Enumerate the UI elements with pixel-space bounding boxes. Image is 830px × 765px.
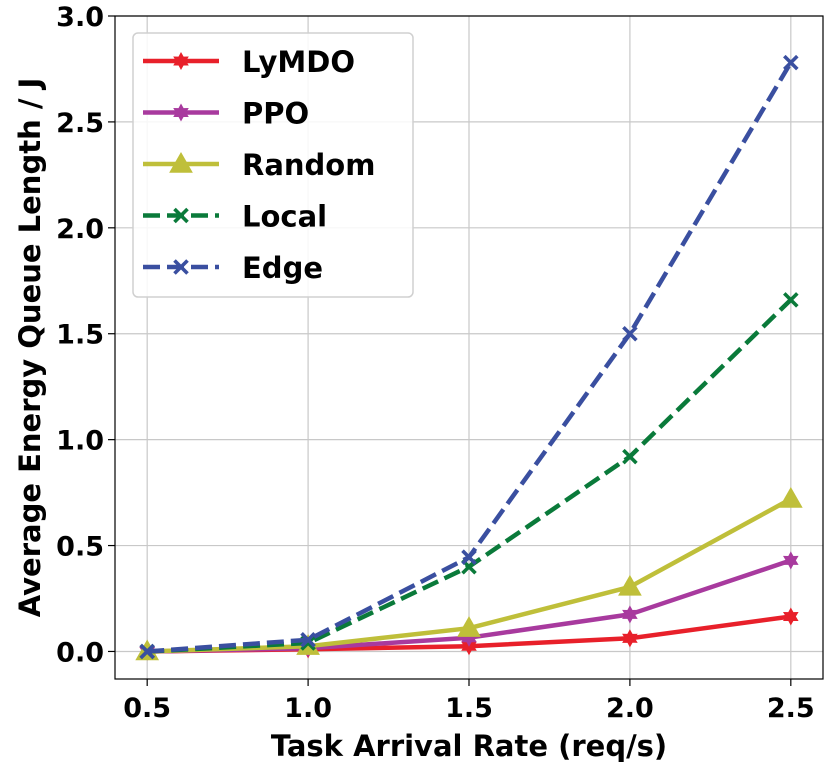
data-point-marker	[618, 574, 642, 596]
x-tick-label: 2.5	[767, 693, 815, 724]
legend-label: Random	[242, 148, 375, 182]
data-point-marker	[778, 486, 803, 508]
series-edge	[139, 54, 799, 660]
x-tick-label: 1.5	[445, 693, 493, 724]
x-axis-ticks: 0.5 1.0 1.5 2.0 2.5	[123, 679, 815, 724]
legend-marker	[173, 51, 189, 71]
data-point-marker	[783, 292, 799, 308]
legend-item-random: Random	[143, 148, 375, 182]
legend-marker	[173, 259, 189, 275]
data-point-marker	[622, 605, 638, 624]
y-tick-label: 2.5	[56, 108, 104, 139]
legend-item-lymdo: LyMDO	[143, 45, 355, 79]
y-axis-ticks: 0.0 0.5 1.0 1.5 2.0 2.5 3.0	[56, 2, 115, 668]
legend-marker	[169, 151, 193, 173]
x-tick-label: 2.0	[606, 693, 654, 724]
legend-box	[132, 32, 414, 298]
legend-marker	[173, 103, 189, 122]
data-point-marker	[622, 448, 638, 465]
y-tick-label: 1.0	[56, 426, 104, 457]
data-point-marker	[461, 549, 477, 565]
series-lines	[135, 54, 803, 661]
legend-item-ppo: PPO	[143, 97, 309, 131]
legend-item-local: Local	[143, 200, 327, 234]
data-point-marker	[783, 551, 799, 570]
data-point-marker	[622, 629, 638, 648]
y-tick-label: 0.5	[56, 532, 104, 563]
x-axis-label: Task Arrival Rate (req/s)	[271, 729, 667, 763]
legend-label: LyMDO	[242, 45, 355, 79]
legend-marker	[173, 207, 189, 224]
x-tick-label: 0.5	[123, 693, 171, 724]
legend-label: Edge	[242, 251, 323, 285]
data-point-marker	[783, 607, 799, 626]
data-point-marker	[139, 643, 155, 660]
data-point-marker	[300, 632, 316, 648]
legend-label: Local	[242, 200, 327, 234]
x-tick-label: 1.0	[284, 693, 332, 724]
y-tick-label: 1.5	[56, 320, 104, 351]
y-axis-label: Average Energy Queue Length / J	[13, 78, 47, 618]
data-point-marker	[457, 616, 481, 637]
y-tick-label: 2.0	[56, 214, 104, 245]
y-tick-label: 3.0	[56, 2, 104, 33]
legend: LyMDO PPO Random Local Edge	[132, 32, 414, 298]
legend-label: PPO	[242, 97, 309, 131]
legend-item-edge: Edge	[143, 251, 323, 285]
data-point-marker	[622, 325, 638, 342]
data-point-marker	[783, 54, 799, 71]
y-tick-label: 0.0	[56, 637, 104, 668]
